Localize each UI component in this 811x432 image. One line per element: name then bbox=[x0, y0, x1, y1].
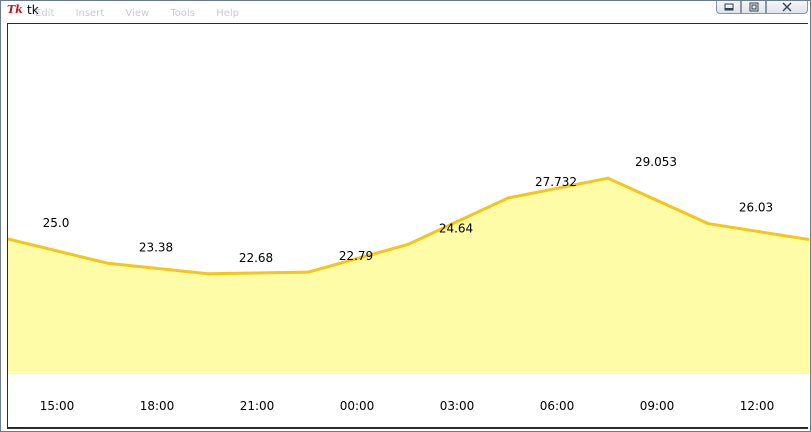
menu-item-view[interactable]: View bbox=[125, 8, 150, 19]
x-tick-label: 21:00 bbox=[240, 399, 275, 413]
data-label: 23.38 bbox=[139, 240, 173, 254]
maximize-button[interactable] bbox=[741, 1, 766, 14]
forecast-area-chart: 25.0 23.38 22.68 22.79 24.64 27.732 29.053 26.0… bbox=[6, 155, 811, 413]
series-line-segment bbox=[506, 176, 610, 200]
x-tick-label: 12:00 bbox=[740, 399, 775, 413]
x-tick-label: 03:00 bbox=[440, 399, 475, 413]
data-label: 22.79 bbox=[339, 249, 373, 263]
series-line-segment bbox=[206, 270, 310, 276]
close-button[interactable] bbox=[766, 1, 808, 14]
area-fill bbox=[8, 178, 809, 374]
data-label: 22.68 bbox=[239, 251, 273, 265]
canvas-bottom-border bbox=[7, 427, 808, 429]
data-label: 26.03 bbox=[739, 201, 773, 215]
series-line-segment bbox=[106, 261, 210, 276]
minimize-icon bbox=[724, 3, 733, 11]
menu-item-tools[interactable]: Tools bbox=[170, 8, 195, 19]
tk-feather-icon: Tk bbox=[7, 3, 23, 16]
series-line-segment bbox=[706, 222, 811, 242]
chart-canvas[interactable]: 25.0 23.38 22.68 22.79 24.64 27.732 29.053 26.0… bbox=[6, 23, 811, 427]
series-line-segment bbox=[406, 196, 510, 246]
window-title: tk bbox=[27, 3, 39, 17]
title-bar[interactable]: Tk tk Edit Insert View Tools Help bbox=[1, 1, 810, 23]
maximize-icon bbox=[749, 2, 758, 12]
menu-item-insert[interactable]: Insert bbox=[75, 8, 105, 19]
window-controls bbox=[716, 1, 808, 15]
data-label: 29.053 bbox=[635, 155, 677, 169]
series-line-segment bbox=[6, 237, 110, 265]
x-tick-label: 18:00 bbox=[140, 399, 175, 413]
series-line-segment bbox=[606, 176, 710, 226]
x-tick-label: 09:00 bbox=[640, 399, 675, 413]
x-tick-label: 00:00 bbox=[340, 399, 375, 413]
data-label: 27.732 bbox=[535, 175, 577, 189]
x-tick-label: 15:00 bbox=[40, 399, 75, 413]
minimize-button[interactable] bbox=[716, 1, 741, 14]
menu-bar: Edit Insert View Tools Help bbox=[35, 8, 257, 22]
series-line-segment bbox=[306, 242, 410, 274]
x-tick-label: 06:00 bbox=[540, 399, 575, 413]
menu-item-edit[interactable]: Edit bbox=[35, 8, 55, 19]
data-label: 24.64 bbox=[439, 221, 473, 235]
data-label: 25.0 bbox=[43, 216, 70, 230]
close-icon bbox=[782, 2, 792, 12]
menu-item-help[interactable]: Help bbox=[216, 8, 239, 19]
